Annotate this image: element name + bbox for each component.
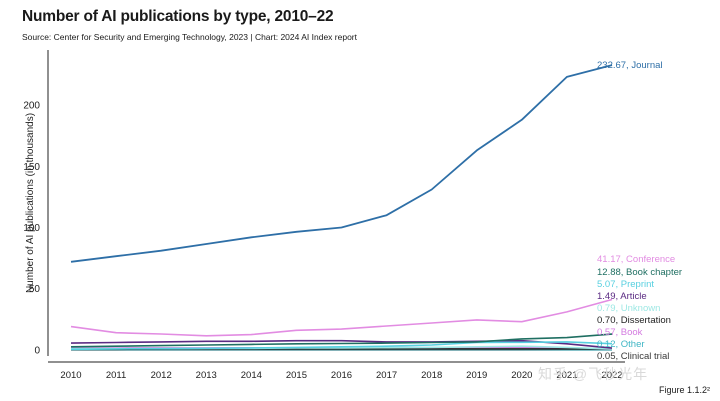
series-line-journal [70,64,613,263]
watermark: 知乎 @飞秒光年 [538,366,649,382]
x-tick-label: 2012 [151,370,172,381]
series-end-label-journal: 232.67, Journal [597,60,663,71]
x-tick-label: 2018 [421,370,442,381]
x-tick-label: 2015 [286,370,307,381]
x-tick-label: 2019 [466,370,487,381]
series-line-preprint [70,341,613,351]
series-end-label-book: 0.57, Book [597,327,643,338]
x-tick-label: 2017 [376,370,397,381]
series-line-book-chapter [70,333,613,348]
x-tick-label: 2016 [331,370,352,381]
x-tick-label: 2010 [60,370,81,381]
y-tick-label: 200 [23,101,40,112]
series-end-label-dissertation: 0.70, Dissertation [597,315,671,326]
figure-label: Figure 1.1.2² [658,385,710,395]
series-line-article [70,339,613,349]
y-tick-label: 150 [23,162,40,173]
y-axis-title: Number of AI publications (in thousands) [25,113,36,293]
x-tick-label: 2011 [106,370,126,381]
y-tick-label: 0 [34,345,40,356]
series-line-conference [70,298,613,337]
x-tick-label: 2013 [196,370,217,381]
chart-subtitle: Source: Center for Security and Emerging… [22,32,358,42]
series-end-label-preprint: 5.07, Preprint [597,279,654,290]
x-tick-label: 2022 [601,370,622,381]
series-end-label-book-chapter: 12.88, Book chapter [597,267,682,278]
chart-title: Number of AI publications by type, 2010–… [22,8,334,25]
series-end-label-article: 1.49, Article [597,291,647,302]
x-tick-label: 2021 [556,370,577,381]
series-end-label-conference: 41.17, Conference [597,254,675,265]
series-end-label-other: 0.12, Other [597,339,645,350]
x-tick-label: 2020 [511,370,532,381]
y-tick-label: 100 [23,223,40,234]
series-end-label-unknown: 0.79, Unknown [597,303,660,314]
y-tick-label: 50 [29,284,41,295]
x-tick-label: 2014 [241,370,262,381]
series-end-label-clinical-trial: 0.05, Clinical trial [597,351,669,362]
